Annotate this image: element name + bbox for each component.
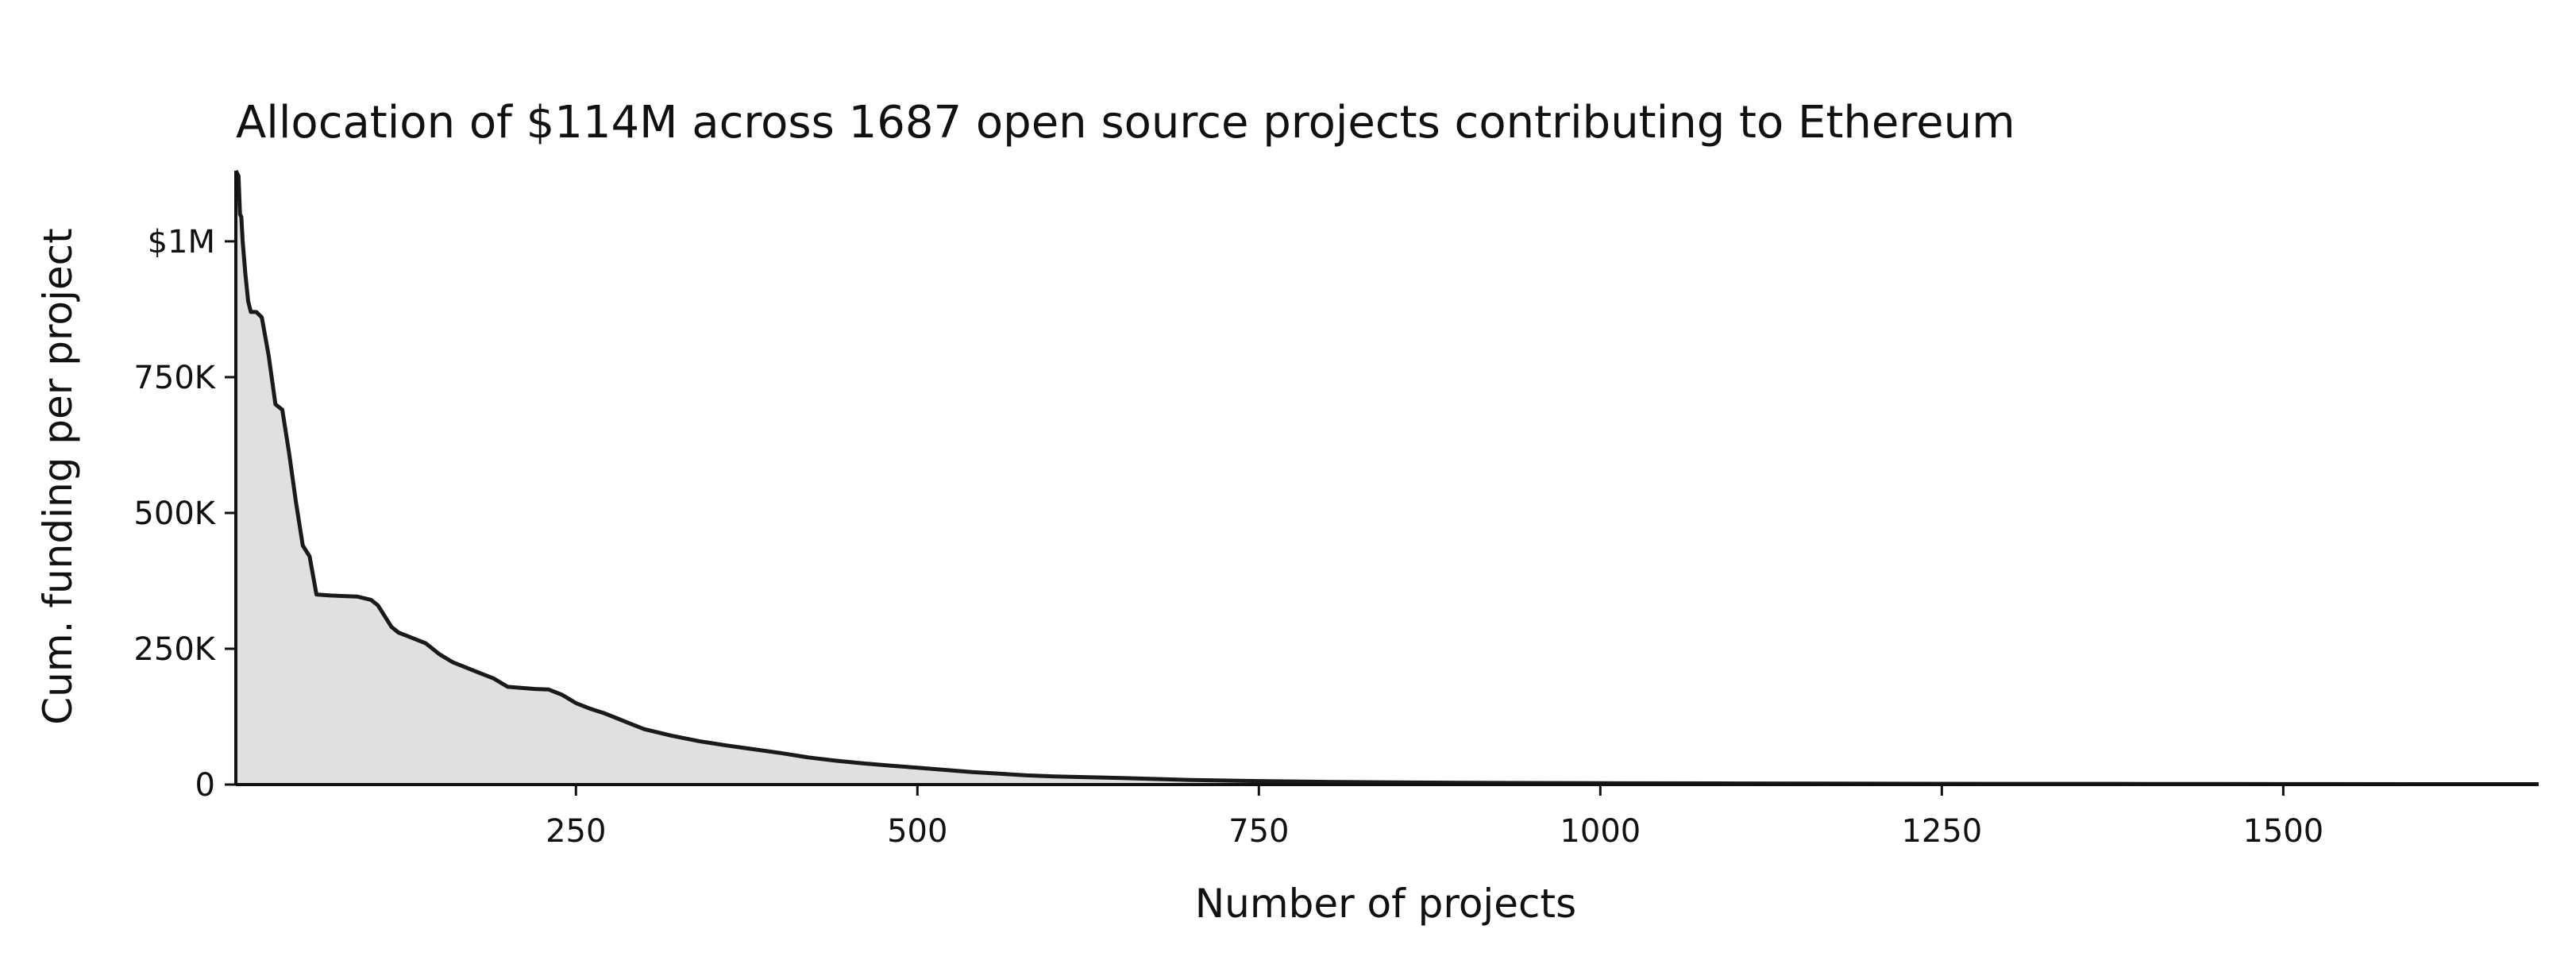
plot-area [233,169,2539,786]
y-axis-label: Cum. funding per project [35,228,81,725]
y-tick-label: 500K [133,496,216,532]
x-tick-label: 750 [1228,813,1289,850]
x-tick-label: 250 [546,813,606,850]
x-tick-label: 1500 [2242,813,2323,850]
y-tick-label: 250K [133,631,216,668]
x-tick-label: 1250 [1901,813,1982,850]
y-tick-label: $1M [148,224,215,260]
x-axis-label: Number of projects [1195,881,1576,927]
x-tick-label: 500 [887,813,947,850]
y-ticks: 0 250K 500K 750K $1M [133,224,236,804]
x-tick-label: 1000 [1560,813,1641,850]
funding-area [236,171,2539,785]
chart-title: Allocation of $114M across 1687 open sou… [236,97,2015,148]
x-ticks: 250 500 750 1000 1250 1500 [546,785,2323,850]
y-tick-label: 0 [195,767,215,804]
funding-line [233,169,2539,786]
y-tick-label: 750K [133,360,216,396]
